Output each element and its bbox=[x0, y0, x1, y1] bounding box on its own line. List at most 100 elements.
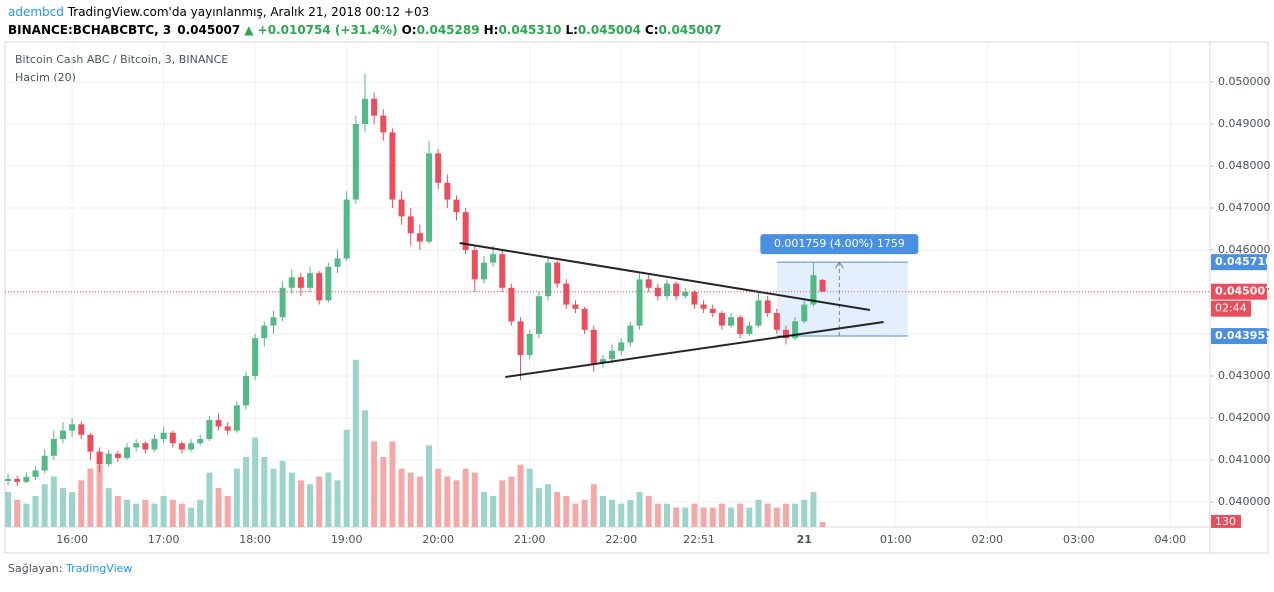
ohlc-value: 0.045289 bbox=[417, 23, 480, 37]
ohlc-key: H: bbox=[484, 23, 499, 37]
volume-bar bbox=[270, 468, 277, 527]
volume-bar bbox=[389, 441, 396, 527]
candle-body bbox=[435, 153, 442, 183]
candle-body bbox=[151, 439, 158, 450]
candle-body bbox=[105, 453, 112, 465]
volume-bar bbox=[188, 507, 195, 527]
x-tick-label: 19:00 bbox=[331, 533, 363, 546]
volume-bar bbox=[23, 503, 30, 527]
volume-bar bbox=[426, 445, 433, 527]
x-tick-label: 20:00 bbox=[422, 533, 454, 546]
candle-body bbox=[279, 287, 286, 318]
candle-body bbox=[297, 277, 304, 288]
volume-bar bbox=[673, 507, 680, 527]
candle-body bbox=[673, 283, 680, 297]
y-tick-label: 0.041000 bbox=[1218, 453, 1271, 466]
candle-body bbox=[371, 98, 378, 116]
x-tick-label: 22:00 bbox=[605, 533, 637, 546]
volume-bar bbox=[654, 503, 661, 527]
ohlc-key: O: bbox=[402, 23, 417, 37]
candle-body bbox=[224, 426, 231, 431]
price-tag-label: 0.043951 bbox=[1215, 329, 1273, 342]
candle-body bbox=[5, 478, 12, 482]
candle-body bbox=[709, 308, 716, 313]
candle-body bbox=[462, 212, 469, 250]
candle-body bbox=[59, 430, 66, 440]
x-tick-label: 21:00 bbox=[514, 533, 546, 546]
candle-body bbox=[755, 300, 762, 326]
brand[interactable]: TradingView bbox=[65, 562, 132, 575]
candle-body bbox=[307, 273, 314, 288]
volume-bar bbox=[682, 507, 689, 527]
volume-bar bbox=[572, 503, 579, 527]
candle-body bbox=[69, 424, 76, 431]
candle-body bbox=[334, 258, 341, 267]
candle-body bbox=[426, 153, 433, 242]
candle-body bbox=[499, 254, 506, 288]
countdown-bg bbox=[1211, 300, 1251, 317]
x-tick-label: 01:00 bbox=[880, 533, 912, 546]
price-tag bbox=[1211, 283, 1267, 300]
candle-body bbox=[316, 273, 323, 301]
candle-body bbox=[792, 321, 799, 339]
x-tick-label: 16:00 bbox=[56, 533, 88, 546]
volume-bar bbox=[114, 495, 121, 527]
volume-label: Hacim (20) bbox=[15, 71, 76, 84]
volume-bar bbox=[297, 480, 304, 527]
author[interactable]: adembcd bbox=[8, 5, 64, 19]
volume-bar bbox=[252, 437, 259, 527]
candle-body bbox=[215, 420, 222, 427]
candle-body bbox=[96, 451, 103, 465]
volume-bar bbox=[480, 492, 487, 527]
candle-body bbox=[407, 216, 414, 234]
measure-label-bg bbox=[760, 234, 919, 255]
volume-bar bbox=[746, 507, 753, 527]
countdown: 02:44 bbox=[1215, 302, 1247, 315]
candle-body bbox=[545, 262, 552, 297]
volume-bar bbox=[352, 359, 359, 527]
candle-body bbox=[160, 432, 167, 440]
candle-body bbox=[581, 308, 588, 330]
measure-label: 0.001759 (4.00%) 1759 bbox=[774, 237, 905, 250]
frame bbox=[4, 41, 1269, 554]
candle-body bbox=[737, 317, 744, 334]
x-tick-label: 22:51 bbox=[683, 533, 715, 546]
volume-bar bbox=[819, 521, 826, 527]
volume-bar bbox=[462, 468, 469, 527]
y-tick-label: 0.047000 bbox=[1218, 201, 1271, 214]
candle-body bbox=[233, 405, 240, 431]
ohlc-value: 0.045007 bbox=[659, 23, 722, 37]
candle-body bbox=[178, 443, 185, 450]
volume-bar bbox=[233, 468, 240, 527]
candle-body bbox=[691, 291, 698, 305]
candle-body bbox=[746, 325, 753, 334]
candle-body bbox=[32, 470, 39, 477]
volume-bar bbox=[288, 472, 295, 527]
candle-body bbox=[133, 443, 140, 448]
x-tick-label: 18:00 bbox=[239, 533, 271, 546]
volume-bar bbox=[361, 410, 368, 527]
price-tag bbox=[1211, 328, 1267, 345]
candle-body bbox=[14, 478, 21, 482]
volume-bar bbox=[325, 472, 332, 527]
change: ▲ +0.010754 (+31.4%) bbox=[244, 23, 397, 37]
volume-bar bbox=[69, 492, 76, 527]
candle-body bbox=[627, 325, 634, 343]
candle-body bbox=[41, 455, 48, 471]
candle-body bbox=[124, 447, 131, 458]
volume-bar bbox=[87, 468, 94, 527]
published: TradingView.com'da yayınlanmış, Aralık 2… bbox=[67, 5, 430, 19]
volume-bar bbox=[773, 507, 780, 527]
y-tick-label: 0.046000 bbox=[1218, 243, 1271, 256]
volume-bar bbox=[590, 484, 597, 527]
volume-bar bbox=[526, 468, 533, 527]
volume-bar bbox=[206, 472, 213, 527]
volume-bar bbox=[627, 499, 634, 527]
volume-bar bbox=[50, 476, 57, 527]
candle-body bbox=[288, 277, 295, 288]
measure-arrow-head bbox=[834, 261, 844, 269]
candle-body bbox=[343, 199, 350, 259]
volume-bar bbox=[599, 495, 606, 527]
price-tag bbox=[1211, 254, 1267, 271]
candle-body bbox=[206, 420, 213, 440]
